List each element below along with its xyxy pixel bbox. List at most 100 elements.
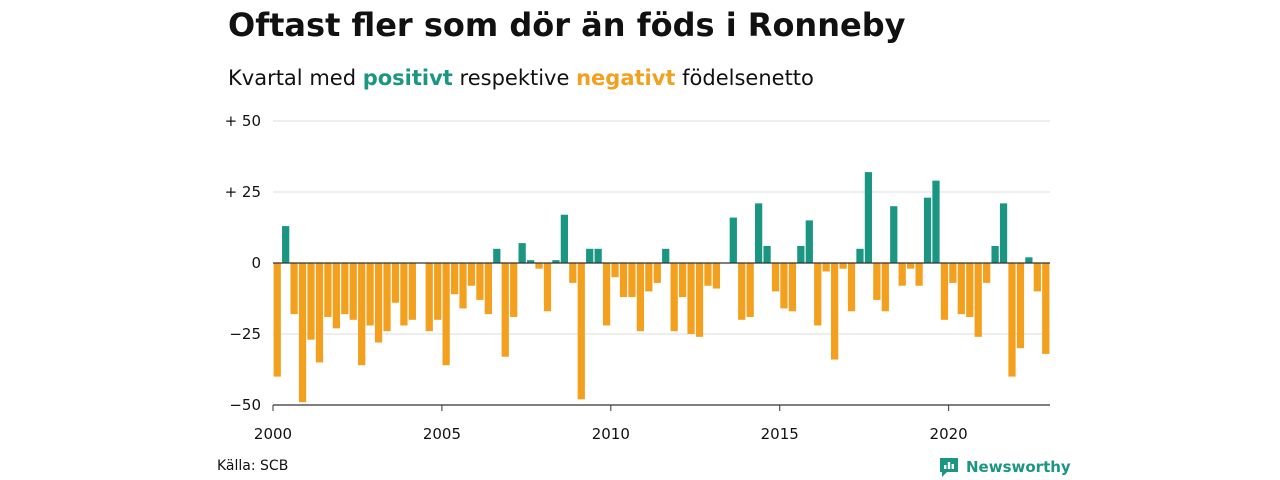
bar-negative	[273, 263, 281, 377]
bar-negative	[374, 263, 383, 343]
subtitle-negative-word: negativt	[576, 66, 676, 90]
x-tick-label: 2015	[761, 425, 799, 443]
bar-negative	[611, 263, 619, 278]
bar-negative	[434, 263, 442, 320]
bar-negative	[687, 263, 695, 334]
bar-positive	[797, 245, 805, 263]
y-tick-label: 0	[251, 254, 261, 272]
x-tick-labels: 2000 2005 2010 2015 2020	[254, 405, 968, 443]
bar-negative	[678, 263, 687, 298]
bar-negative	[788, 263, 797, 312]
bar-negative	[358, 263, 366, 366]
bar-negative	[966, 263, 974, 317]
bar-negative	[636, 263, 645, 332]
bar-positive	[493, 248, 501, 263]
y-tick-label: −50	[229, 396, 261, 414]
chart-title: Oftast fler som dör än föds i Ronneby	[228, 6, 906, 44]
x-tick-label: 2010	[592, 425, 630, 443]
bar-negative	[332, 263, 340, 329]
bar-negative	[543, 263, 552, 312]
bar-negative	[957, 263, 965, 315]
bar-positive	[999, 203, 1008, 263]
bar-negative	[1016, 263, 1025, 349]
bar-positive	[805, 220, 813, 263]
bar-negative	[349, 263, 357, 320]
bar-negative	[653, 263, 661, 283]
y-tick-label: + 25	[225, 183, 261, 201]
bar-negative	[476, 263, 484, 300]
source-note: Källa: SCB	[217, 458, 289, 474]
bar-negative	[738, 263, 746, 320]
bar-negative	[881, 263, 889, 312]
bar-negative	[510, 263, 518, 317]
bar-negative	[391, 263, 400, 303]
bars	[273, 172, 1050, 403]
bar-positive	[729, 217, 737, 263]
bar-negative	[695, 263, 704, 337]
bar-positive	[518, 243, 526, 263]
bar-negative	[467, 263, 476, 286]
bar-positive	[552, 260, 560, 263]
subtitle-suffix: födelsenetto	[682, 66, 814, 90]
bar-negative	[839, 263, 847, 269]
bar-negative	[645, 263, 653, 292]
bar-negative	[383, 263, 391, 332]
bar-positive	[991, 245, 999, 263]
bar-negative	[974, 263, 982, 337]
bar-positive	[594, 248, 602, 263]
bar-negative	[907, 263, 915, 269]
bar-negative	[315, 263, 324, 363]
bar-negative	[290, 263, 298, 315]
bar-negative	[341, 263, 349, 315]
bar-negative	[459, 263, 467, 309]
bar-negative	[704, 263, 712, 286]
bar-positive	[526, 260, 535, 263]
bar-negative	[940, 263, 949, 320]
bar-negative	[983, 263, 991, 283]
bar-negative	[628, 263, 636, 298]
brand-logo[interactable]: Newsworthy	[938, 456, 1071, 478]
bar-negative	[602, 263, 611, 326]
bar-negative	[400, 263, 408, 326]
bar-negative	[1042, 263, 1050, 354]
bar-positive	[763, 245, 771, 263]
bar-positive	[1025, 257, 1033, 263]
bar-negative	[898, 263, 906, 286]
bar-negative	[712, 263, 721, 289]
bar-negative	[822, 263, 830, 272]
subtitle-middle: respektive	[459, 66, 570, 90]
bar-positive	[282, 226, 290, 263]
bar-negative	[324, 263, 332, 317]
bar-negative	[771, 263, 780, 292]
bar-negative	[746, 263, 754, 317]
bar-positive	[890, 206, 898, 263]
bar-negative	[484, 263, 492, 315]
y-tick-labels: + 50 + 25 0 −25 −50	[225, 112, 261, 414]
grid-lines	[273, 120, 1050, 335]
bar-negative	[535, 263, 543, 269]
subtitle-positive-word: positivt	[362, 66, 453, 90]
bar-negative	[366, 263, 374, 326]
bar-positive	[856, 248, 864, 263]
bar-positive	[932, 180, 940, 263]
bar-positive	[560, 214, 568, 263]
bar-positive	[864, 172, 873, 263]
bar-negative	[577, 263, 585, 400]
bar-negative	[831, 263, 839, 360]
subtitle-prefix: Kvartal med	[228, 66, 357, 90]
newsworthy-logo-icon	[940, 458, 958, 477]
bar-negative	[501, 263, 509, 357]
bar-negative	[569, 263, 577, 283]
x-tick-label: 2020	[930, 425, 968, 443]
bar-negative	[408, 263, 416, 320]
bar-positive	[662, 248, 670, 263]
bar-positive	[586, 248, 594, 263]
chart-subtitle: Kvartal med positivt respektive negativt…	[228, 66, 814, 90]
bar-negative	[847, 263, 856, 312]
bar-negative	[307, 263, 315, 340]
bar-negative	[619, 263, 628, 298]
bar-negative	[450, 263, 459, 295]
bar-negative	[670, 263, 678, 332]
bar-negative	[1008, 263, 1016, 377]
